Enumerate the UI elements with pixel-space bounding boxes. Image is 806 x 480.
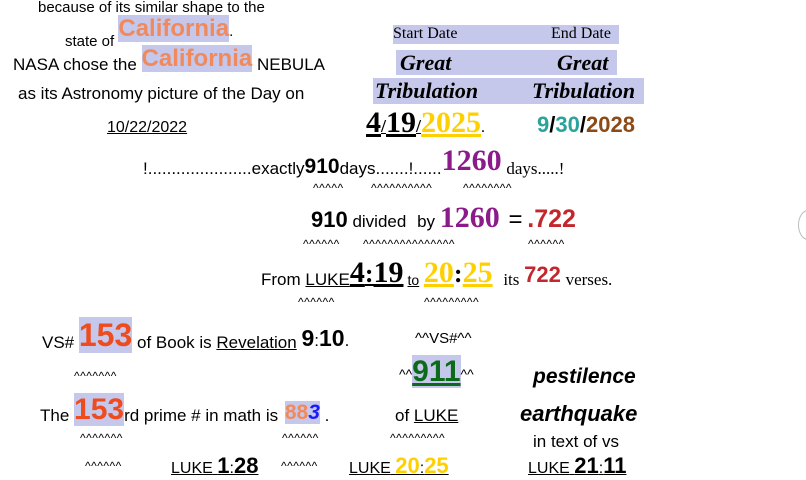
pestilence: pestilence <box>533 365 636 388</box>
tilde-row-1b: ^^^^^^^^^^ <box>371 181 433 195</box>
tilde-row-6b: ^^^^^^ <box>281 459 318 473</box>
from-luke-line: From LUKE4:19 to 20:25 its 722 verses. <box>261 256 613 289</box>
prime-line: The 153rd prime # in math is 883 . <box>40 393 330 426</box>
california-word-2: California <box>141 45 253 72</box>
apod-date: 10/22/2022 <box>107 119 188 136</box>
edge-circle-decoration <box>798 210 806 240</box>
end-date-label: End Date <box>551 25 611 42</box>
tilde-row-1a: ^^^^^ <box>313 181 344 195</box>
start-date-label: Start Date <box>393 25 458 42</box>
prime-153: 153 <box>74 393 125 426</box>
tilde-row-5b: ^^^^^^ <box>282 431 319 445</box>
tilde-row-5a: ^^^^^^^ <box>80 431 123 445</box>
n911: 911 <box>412 355 461 388</box>
tilde-row-4: ^^^^^^^ <box>74 369 117 383</box>
division-line: 910 divided by 1260 = .722 <box>311 201 576 234</box>
vs-153: 153 <box>78 317 133 353</box>
ref-luke-20-25: LUKE 20:25 <box>349 453 449 478</box>
of-luke: of LUKE <box>395 406 459 425</box>
tilde-row-3b: ^^^^^^^^^ <box>424 295 480 309</box>
great-row: Great Great <box>396 50 617 75</box>
intro-line-1: because of its similar shape to the <box>38 0 265 16</box>
vs-line: VS# 153 of Book is Revelation 9:10. <box>42 317 350 353</box>
tilde-row-2a: ^^^^^^ <box>303 237 340 251</box>
tilde-row-1c: ^^^^^^^^ <box>463 181 513 195</box>
tilde-row-2b: ^^^^^^^^^^^^^^^ <box>363 237 455 251</box>
ref-luke-21-11: LUKE 21:11 <box>528 453 627 478</box>
in-text-of-vs: in text of vs <box>533 432 619 451</box>
intro-line-3: NASA chose the California NEBULA <box>13 45 325 74</box>
tilde-row-3a: ^^^^^^ <box>298 295 335 309</box>
n911-line: ^^911^^ <box>399 355 474 388</box>
california-word: California <box>118 15 230 42</box>
earthquake: earthquake <box>520 401 638 426</box>
tribulation-row: Tribulation Tribulation <box>373 78 644 104</box>
vs-hash: ^^VS#^^ <box>415 330 472 347</box>
date-header: Start Date End Date <box>393 25 619 44</box>
tilde-row-2c: ^^^^^^ <box>528 237 565 251</box>
tilde-row-5c: ^^^^^^^^^ <box>390 431 446 445</box>
exactly-line: !......................exactly910days...… <box>143 144 565 178</box>
start-date: 4/19/2025. <box>366 106 486 139</box>
intro-line-2: state of California. <box>65 15 234 50</box>
end-date: 9/30/2028 <box>537 112 635 137</box>
ref-luke-1-28: LUKE 1:28 <box>171 453 259 478</box>
tilde-row-6a: ^^^^^^ <box>85 459 122 473</box>
intro-line-4: as its Astronomy picture of the Day on <box>18 84 305 103</box>
